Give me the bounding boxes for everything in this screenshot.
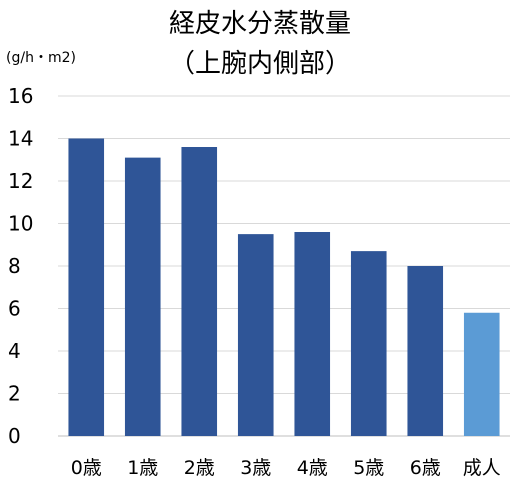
- x-category-label: 5歳: [353, 457, 384, 479]
- y-tick-label: 0: [8, 424, 21, 448]
- bar-3: [237, 234, 274, 436]
- y-tick-label: 12: [8, 169, 33, 193]
- bar-5: [350, 251, 387, 436]
- x-category-label: 4歳: [297, 457, 328, 479]
- y-axis-ticks: 0 2 4 6 8 10 12 14 16: [8, 84, 33, 448]
- y-tick-label: 10: [8, 212, 33, 236]
- y-tick-label: 14: [8, 127, 33, 151]
- bar-4: [294, 232, 331, 436]
- y-tick-label: 8: [8, 254, 21, 278]
- chart-title-line-2: （上腕内側部）: [169, 49, 351, 79]
- bar-1: [124, 157, 161, 436]
- bars: [68, 138, 500, 436]
- bar-7: [463, 312, 500, 436]
- bar-0: [68, 138, 105, 436]
- bar-2: [181, 147, 218, 436]
- x-category-label: 成人: [463, 457, 501, 479]
- x-category-label: 1歳: [127, 457, 158, 479]
- x-category-label: 0歳: [71, 457, 102, 479]
- x-category-label: 3歳: [240, 457, 271, 479]
- bar-6: [407, 266, 444, 436]
- y-axis-unit-label: (g/h・m2): [6, 50, 76, 66]
- x-category-label: 2歳: [184, 457, 215, 479]
- x-category-label: 6歳: [410, 457, 441, 479]
- y-tick-label: 2: [8, 382, 21, 406]
- x-axis-categories: 0歳 1歳 2歳 3歳 4歳 5歳 6歳 成人: [71, 457, 501, 479]
- y-tick-label: 4: [8, 339, 21, 363]
- y-tick-label: 6: [8, 297, 21, 321]
- y-tick-label: 16: [8, 84, 33, 108]
- chart-title-line-1: 経皮水分蒸散量: [169, 9, 351, 39]
